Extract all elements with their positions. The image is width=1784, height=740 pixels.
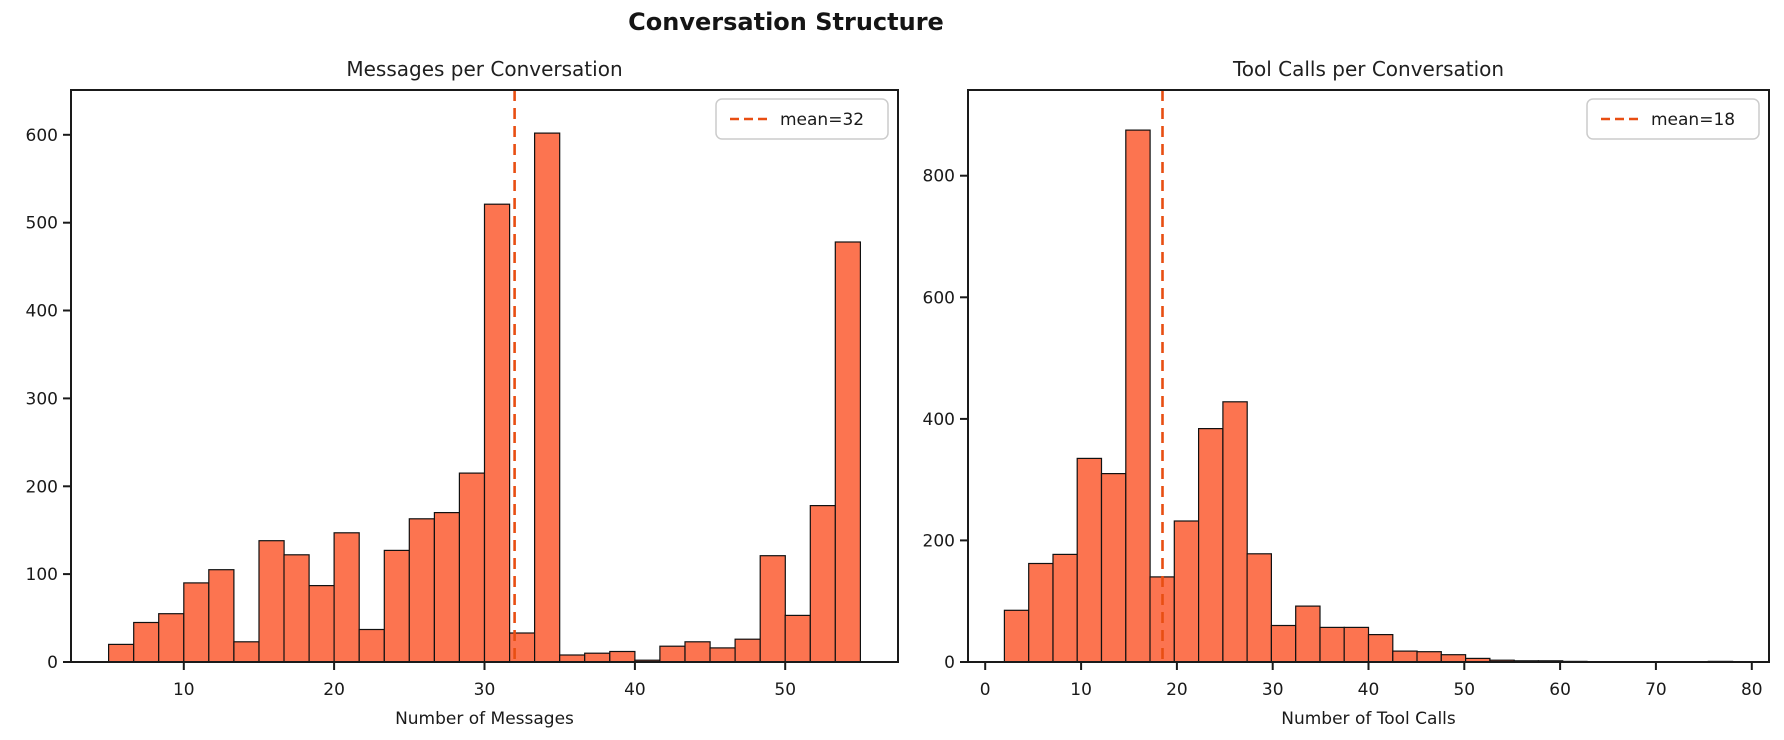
histogram-bar bbox=[1367, 633, 1394, 663]
histogram-bar bbox=[408, 518, 435, 663]
x-tick-label: 0 bbox=[980, 680, 991, 700]
histogram-bar bbox=[1246, 553, 1272, 663]
histogram-bar bbox=[183, 582, 210, 663]
x-tick-label: 20 bbox=[323, 680, 345, 700]
y-tick-label: 500 bbox=[26, 214, 58, 234]
histogram-bar bbox=[1343, 626, 1370, 663]
y-tick-label: 0 bbox=[944, 653, 955, 673]
chart-title: Messages per Conversation bbox=[346, 57, 622, 81]
y-tick-label: 100 bbox=[26, 565, 58, 585]
histogram-bar bbox=[584, 652, 611, 663]
histogram-bar bbox=[1440, 654, 1467, 663]
histogram-bar bbox=[533, 132, 561, 663]
histogram-bar bbox=[107, 643, 135, 663]
histogram-bar bbox=[1270, 624, 1297, 663]
y-tick-label: 600 bbox=[923, 288, 955, 308]
y-tick-label: 400 bbox=[923, 410, 955, 430]
x-tick-label: 80 bbox=[1741, 680, 1763, 700]
histogram-bar bbox=[684, 641, 711, 663]
histogram-bar bbox=[283, 554, 310, 663]
histogram-bar bbox=[458, 472, 486, 663]
histogram-bar bbox=[784, 614, 811, 663]
histogram-bar bbox=[308, 584, 335, 663]
histogram-bar bbox=[1003, 609, 1030, 663]
histogram-bar bbox=[709, 647, 736, 663]
x-tick-label: 30 bbox=[1262, 680, 1284, 700]
x-tick-label: 50 bbox=[1453, 680, 1475, 700]
legend-label: mean=18 bbox=[1651, 110, 1735, 130]
histogram-bar bbox=[1052, 553, 1078, 663]
histogram-bar bbox=[834, 241, 861, 663]
histogram-bar bbox=[133, 621, 160, 663]
x-tick-label: 50 bbox=[774, 680, 796, 700]
x-tick-label: 10 bbox=[173, 680, 195, 700]
histogram-bar bbox=[1076, 457, 1103, 663]
y-tick-label: 600 bbox=[26, 126, 58, 146]
histogram-bar bbox=[1222, 401, 1248, 663]
histogram-bar bbox=[1197, 428, 1224, 663]
histogram-bar bbox=[1392, 650, 1418, 663]
x-tick-label: 60 bbox=[1549, 680, 1571, 700]
chart-title: Tool Calls per Conversation bbox=[1232, 57, 1504, 81]
histogram-bar bbox=[734, 638, 761, 663]
histogram-bar bbox=[1028, 562, 1054, 663]
histogram-bar bbox=[559, 654, 586, 663]
x-axis-label: Number of Tool Calls bbox=[1281, 709, 1456, 729]
histogram-bar bbox=[1125, 129, 1151, 663]
x-tick-label: 40 bbox=[624, 680, 646, 700]
histogram-bar bbox=[483, 203, 511, 663]
histogram-bar bbox=[759, 555, 786, 663]
x-tick-label: 30 bbox=[474, 680, 496, 700]
legend-box bbox=[1586, 98, 1760, 140]
histogram-bar bbox=[333, 532, 360, 663]
histogram-bar bbox=[158, 613, 185, 663]
histogram-bar bbox=[1416, 651, 1442, 663]
histogram-bar bbox=[208, 569, 235, 663]
figure-title: Conversation Structure bbox=[628, 8, 944, 36]
x-tick-label: 40 bbox=[1358, 680, 1380, 700]
histogram-bar bbox=[1100, 473, 1127, 663]
y-tick-label: 0 bbox=[47, 653, 58, 673]
histogram-bar bbox=[258, 540, 285, 663]
x-tick-label: 20 bbox=[1166, 680, 1188, 700]
histogram-bar bbox=[233, 641, 260, 663]
y-tick-label: 200 bbox=[26, 477, 58, 497]
histogram-bar bbox=[1173, 520, 1200, 663]
histogram-bar bbox=[358, 628, 385, 663]
histogram-bar bbox=[383, 549, 410, 663]
y-tick-label: 800 bbox=[923, 167, 955, 187]
histogram-bar bbox=[809, 505, 836, 663]
histogram-bar bbox=[433, 511, 461, 663]
y-tick-label: 300 bbox=[26, 389, 58, 409]
y-tick-label: 400 bbox=[26, 302, 58, 322]
legend-box bbox=[715, 98, 889, 140]
legend-label: mean=32 bbox=[780, 110, 864, 130]
histogram-bar bbox=[609, 650, 636, 663]
x-tick-label: 10 bbox=[1070, 680, 1092, 700]
y-tick-label: 200 bbox=[923, 531, 955, 551]
histogram-bar bbox=[1295, 605, 1321, 663]
x-axis-label: Number of Messages bbox=[395, 709, 574, 729]
x-tick-label: 70 bbox=[1645, 680, 1667, 700]
histogram-bar bbox=[1319, 626, 1345, 663]
histogram-bar bbox=[659, 645, 686, 663]
